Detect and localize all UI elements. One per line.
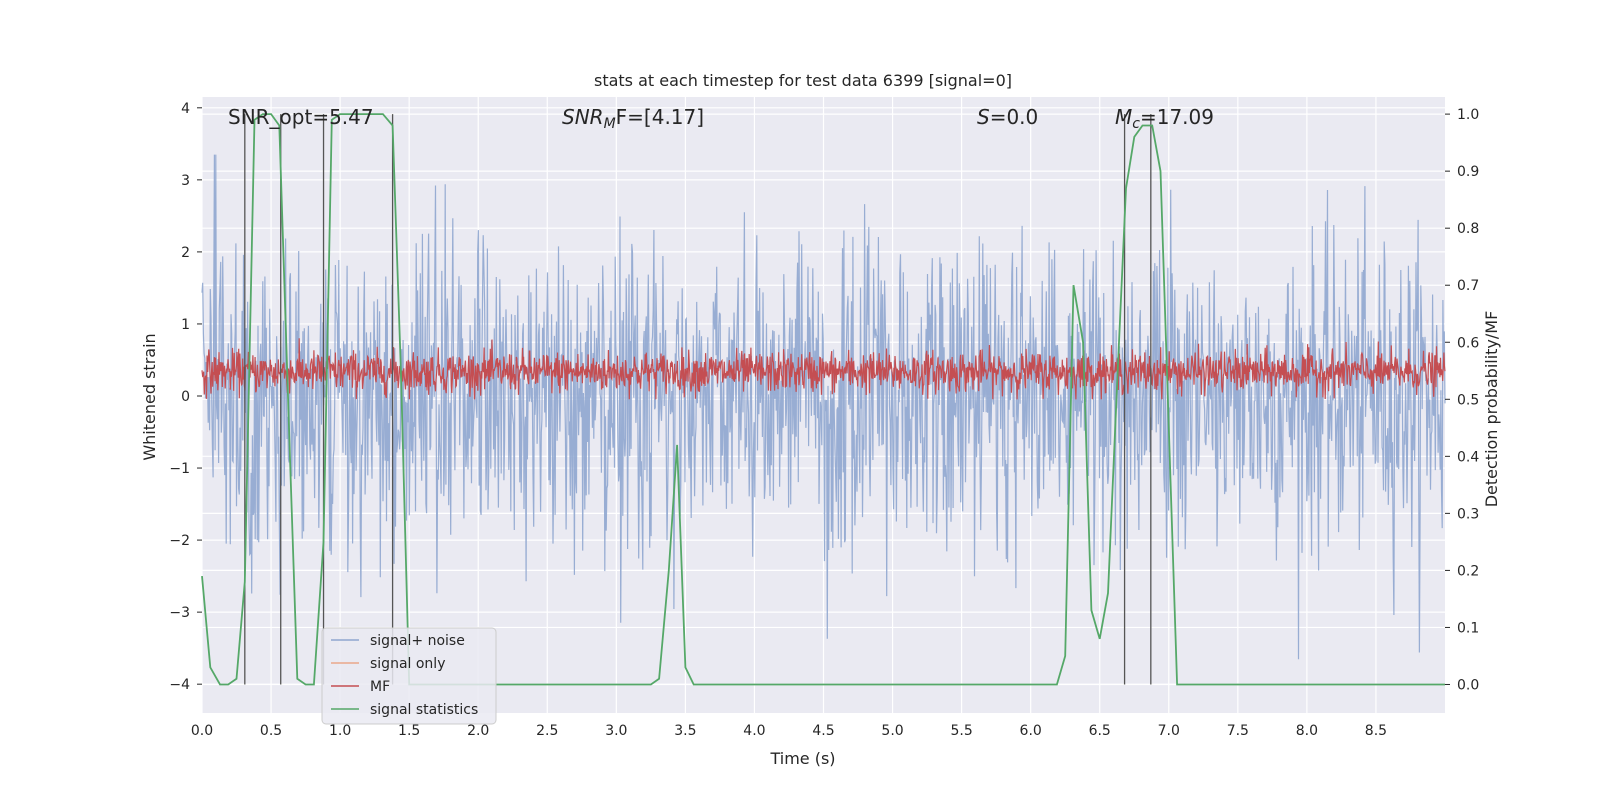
y-right-tick-label: 0.8 <box>1457 221 1479 237</box>
legend-label-mf: MF <box>370 679 390 695</box>
x-tick-label: 8.5 <box>1365 723 1387 739</box>
y-left-tick-label: −3 <box>169 605 190 621</box>
y-right-tick-label: 0.2 <box>1457 563 1479 579</box>
y-right-tick-label: 0.7 <box>1457 278 1479 294</box>
y-right-tick-label: 0.9 <box>1457 164 1479 180</box>
x-tick-label: 6.5 <box>1089 723 1111 739</box>
y-left-tick-label: −4 <box>169 677 190 693</box>
annotation-mc: Mc=17.09 <box>1115 105 1214 132</box>
x-axis-ticks: 0.0 0.5 1.0 1.5 2.0 2.5 3.0 3.5 4.0 4.5 5.0 5.5 6.0 6… <box>191 723 1387 739</box>
legend-box <box>321 627 497 725</box>
y-right-axis-label: Detection probability/MF <box>1482 311 1501 508</box>
legend-label-signal-statistics: signal statistics <box>370 702 478 718</box>
y-left-axis-label: Whitened strain <box>140 333 159 460</box>
x-tick-label: 3.0 <box>605 723 627 739</box>
x-tick-label: 1.5 <box>398 723 420 739</box>
x-tick-label: 0.5 <box>260 723 282 739</box>
annotation-mc-value: =17.09 <box>1140 105 1214 129</box>
y-right-axis-ticks: 1.0 0.9 0.8 0.7 0.6 0.5 0.4 0.3 0.2 0.1 0.0 <box>1445 107 1479 693</box>
y-right-tick-label: 0.3 <box>1457 506 1479 522</box>
x-tick-label: 4.5 <box>812 723 834 739</box>
x-tick-label: 0.0 <box>191 723 213 739</box>
x-tick-label: 4.0 <box>743 723 765 739</box>
y-left-tick-label: 1 <box>181 317 190 333</box>
y-left-tick-label: 4 <box>181 101 190 117</box>
x-tick-label: 6.0 <box>1020 723 1042 739</box>
y-right-tick-label: 0.5 <box>1457 392 1479 408</box>
y-left-tick-label: 3 <box>181 173 190 189</box>
y-right-tick-label: 1.0 <box>1457 107 1479 123</box>
mf-trace <box>201 338 1446 400</box>
annotation-snr-mf-symbol: SNR <box>562 105 604 129</box>
x-tick-label: 3.5 <box>674 723 696 739</box>
annotation-snr-mf: SNRMF=[4.17] <box>562 105 704 132</box>
y-right-tick-label: 0.4 <box>1457 449 1479 465</box>
annotation-mc-symbol: M <box>1115 105 1132 129</box>
x-tick-label: 8.0 <box>1296 723 1318 739</box>
vertical-markers <box>244 114 1152 685</box>
annotation-s-symbol: S <box>977 105 990 129</box>
annotation-snr-mf-subscript: M <box>604 116 616 132</box>
x-tick-label: 5.5 <box>950 723 972 739</box>
series-signal-statistics <box>201 113 1445 686</box>
y-right-tick-label: 0.1 <box>1457 620 1479 636</box>
x-tick-label: 2.5 <box>536 723 558 739</box>
y-right-tick-label: 0.0 <box>1457 677 1479 693</box>
x-tick-label: 5.0 <box>881 723 903 739</box>
chart-title: stats at each timestep for test data 639… <box>594 71 1012 90</box>
x-tick-label: 7.0 <box>1158 723 1180 739</box>
y-left-tick-label: 2 <box>181 245 190 261</box>
signal-statistics-line <box>201 113 1445 686</box>
annotation-s: S=0.0 <box>977 105 1038 129</box>
y-left-tick-label: 0 <box>181 389 190 405</box>
x-axis-label: Time (s) <box>769 749 835 768</box>
legend-label-signal-noise: signal+ noise <box>370 633 465 649</box>
series-mf <box>201 338 1446 400</box>
legend-label-signal-only: signal only <box>370 656 445 672</box>
annotation-mc-subscript: c <box>1132 116 1140 132</box>
y-left-axis-ticks: 4 3 2 1 0 −1 −2 −3 −4 <box>169 101 202 693</box>
annotation-snr-mf-value: F=[4.17] <box>616 105 704 129</box>
x-tick-label: 7.5 <box>1227 723 1249 739</box>
annotation-snr-opt: SNR_opt=5.47 <box>228 105 374 129</box>
annotation-s-value: =0.0 <box>990 105 1039 129</box>
x-tick-label: 1.0 <box>329 723 351 739</box>
y-left-tick-label: −2 <box>169 533 190 549</box>
legend: signal+ noise signal only MF signal stat… <box>321 627 497 725</box>
y-left-tick-label: −1 <box>169 461 190 477</box>
y-right-tick-label: 0.6 <box>1457 335 1479 351</box>
x-tick-label: 2.0 <box>467 723 489 739</box>
